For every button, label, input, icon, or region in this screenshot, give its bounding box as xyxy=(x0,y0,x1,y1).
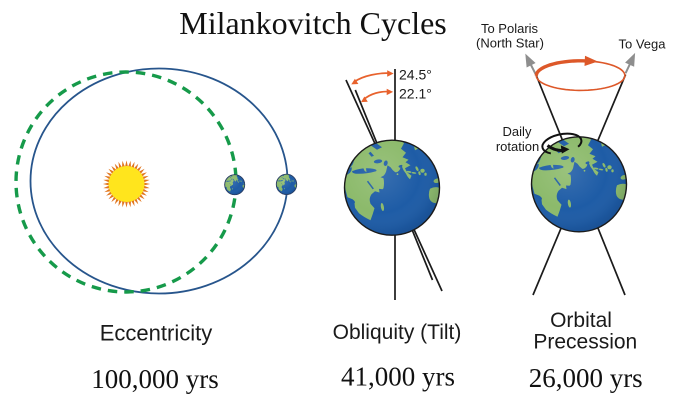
svg-text:Milankovitch Cycles: Milankovitch Cycles xyxy=(179,5,447,41)
svg-text:Orbital: Orbital xyxy=(550,309,612,332)
svg-text:rotation: rotation xyxy=(496,139,539,154)
svg-text:Obliquity (Tilt): Obliquity (Tilt) xyxy=(333,321,462,344)
svg-text:To Polaris: To Polaris xyxy=(481,21,539,36)
svg-text:To Vega: To Vega xyxy=(619,37,667,52)
svg-text:22.1°: 22.1° xyxy=(399,86,432,102)
svg-text:Daily: Daily xyxy=(503,124,532,139)
svg-text:(North Star): (North Star) xyxy=(476,35,544,50)
svg-text:41,000 yrs: 41,000 yrs xyxy=(341,362,455,392)
svg-text:100,000 yrs: 100,000 yrs xyxy=(91,364,219,394)
svg-text:Eccentricity: Eccentricity xyxy=(100,321,212,346)
svg-text:26,000 yrs: 26,000 yrs xyxy=(529,363,643,393)
svg-text:Precession: Precession xyxy=(533,331,637,354)
svg-text:24.5°: 24.5° xyxy=(399,67,432,83)
